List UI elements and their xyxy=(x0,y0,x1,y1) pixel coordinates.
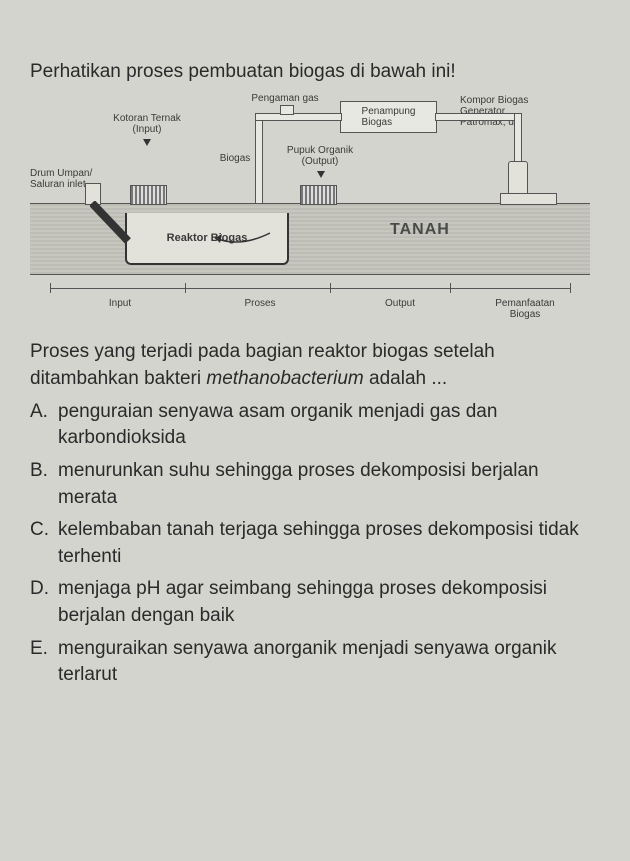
tick xyxy=(330,283,331,293)
stem-part2: adalah ... xyxy=(364,368,447,389)
option-b: B. menurunkan suhu sehingga proses dekom… xyxy=(30,458,600,511)
stem-italic: methanobacterium xyxy=(206,368,363,389)
question-title: Perhatikan proses pembuatan biogas di ba… xyxy=(30,60,600,85)
label-pupuk: Pupuk Organik (Output) xyxy=(280,145,360,167)
tanah-label: TANAH xyxy=(390,221,450,239)
option-letter: C. xyxy=(30,517,58,570)
tick xyxy=(50,283,51,293)
tick xyxy=(450,283,451,293)
option-c: C. kelembaban tanah terjaga sehingga pro… xyxy=(30,517,600,570)
label-pengaman: Pengaman gas xyxy=(245,93,325,104)
option-d: D. menjaga pH agar seimbang sehingga pro… xyxy=(30,576,600,629)
axis-output: Output xyxy=(365,298,435,309)
axis-line xyxy=(50,288,570,289)
axis-pemanfaatan: Pemanfaatan Biogas xyxy=(480,298,570,320)
question-stem: Proses yang terjadi pada bagian reaktor … xyxy=(30,338,600,393)
option-letter: D. xyxy=(30,576,58,629)
option-a: A. penguraian senyawa asam organik menja… xyxy=(30,399,600,452)
option-text: menurunkan suhu sehingga proses dekompos… xyxy=(58,458,600,511)
option-text: penguraian senyawa asam organik menjadi … xyxy=(58,399,600,452)
pipe-vertical-1 xyxy=(255,113,263,205)
options-list: A. penguraian senyawa asam organik menja… xyxy=(30,399,600,689)
inlet-grate xyxy=(130,185,167,205)
option-letter: A. xyxy=(30,399,58,452)
option-letter: E. xyxy=(30,636,58,689)
penampung-box: Penampung Biogas xyxy=(340,101,437,133)
axis-input: Input xyxy=(90,298,150,309)
outlet-grate xyxy=(300,185,337,205)
option-e: E. menguraikan senyawa anorganik menjadi… xyxy=(30,636,600,689)
gas-base xyxy=(500,193,557,205)
biogas-diagram: Pengaman gas Penampung Biogas Kompor Bio… xyxy=(30,93,590,323)
pipe-horiz-2 xyxy=(435,113,522,121)
option-text: menguraikan senyawa anorganik menjadi se… xyxy=(58,636,600,689)
label-kompor: Kompor Biogas Generator Patromax, dll xyxy=(460,95,555,128)
label-kotoran: Kotoran Ternak (Input) xyxy=(107,113,187,135)
inlet-channel xyxy=(90,201,135,246)
tick xyxy=(185,283,186,293)
pipe-horiz-1 xyxy=(255,113,342,121)
arrow-output xyxy=(317,171,325,178)
option-letter: B. xyxy=(30,458,58,511)
label-biogas-arrow: Biogas xyxy=(215,153,255,164)
pipe-vertical-2 xyxy=(514,113,522,165)
valve xyxy=(280,105,294,115)
reactor-arrow xyxy=(210,228,280,253)
option-text: kelembaban tanah terjaga sehingga proses… xyxy=(58,517,600,570)
arrow-input xyxy=(143,139,151,146)
tick xyxy=(570,283,571,293)
axis-proses: Proses xyxy=(225,298,295,309)
option-text: menjaga pH agar seimbang sehingga proses… xyxy=(58,576,600,629)
